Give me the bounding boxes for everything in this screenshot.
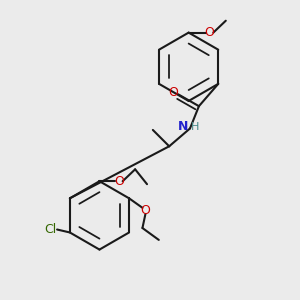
Text: H: H <box>191 122 200 132</box>
Text: N: N <box>178 121 189 134</box>
Text: O: O <box>168 86 178 99</box>
Text: Cl: Cl <box>44 223 57 236</box>
Text: O: O <box>205 26 214 39</box>
Text: O: O <box>114 175 124 188</box>
Text: O: O <box>140 204 150 217</box>
